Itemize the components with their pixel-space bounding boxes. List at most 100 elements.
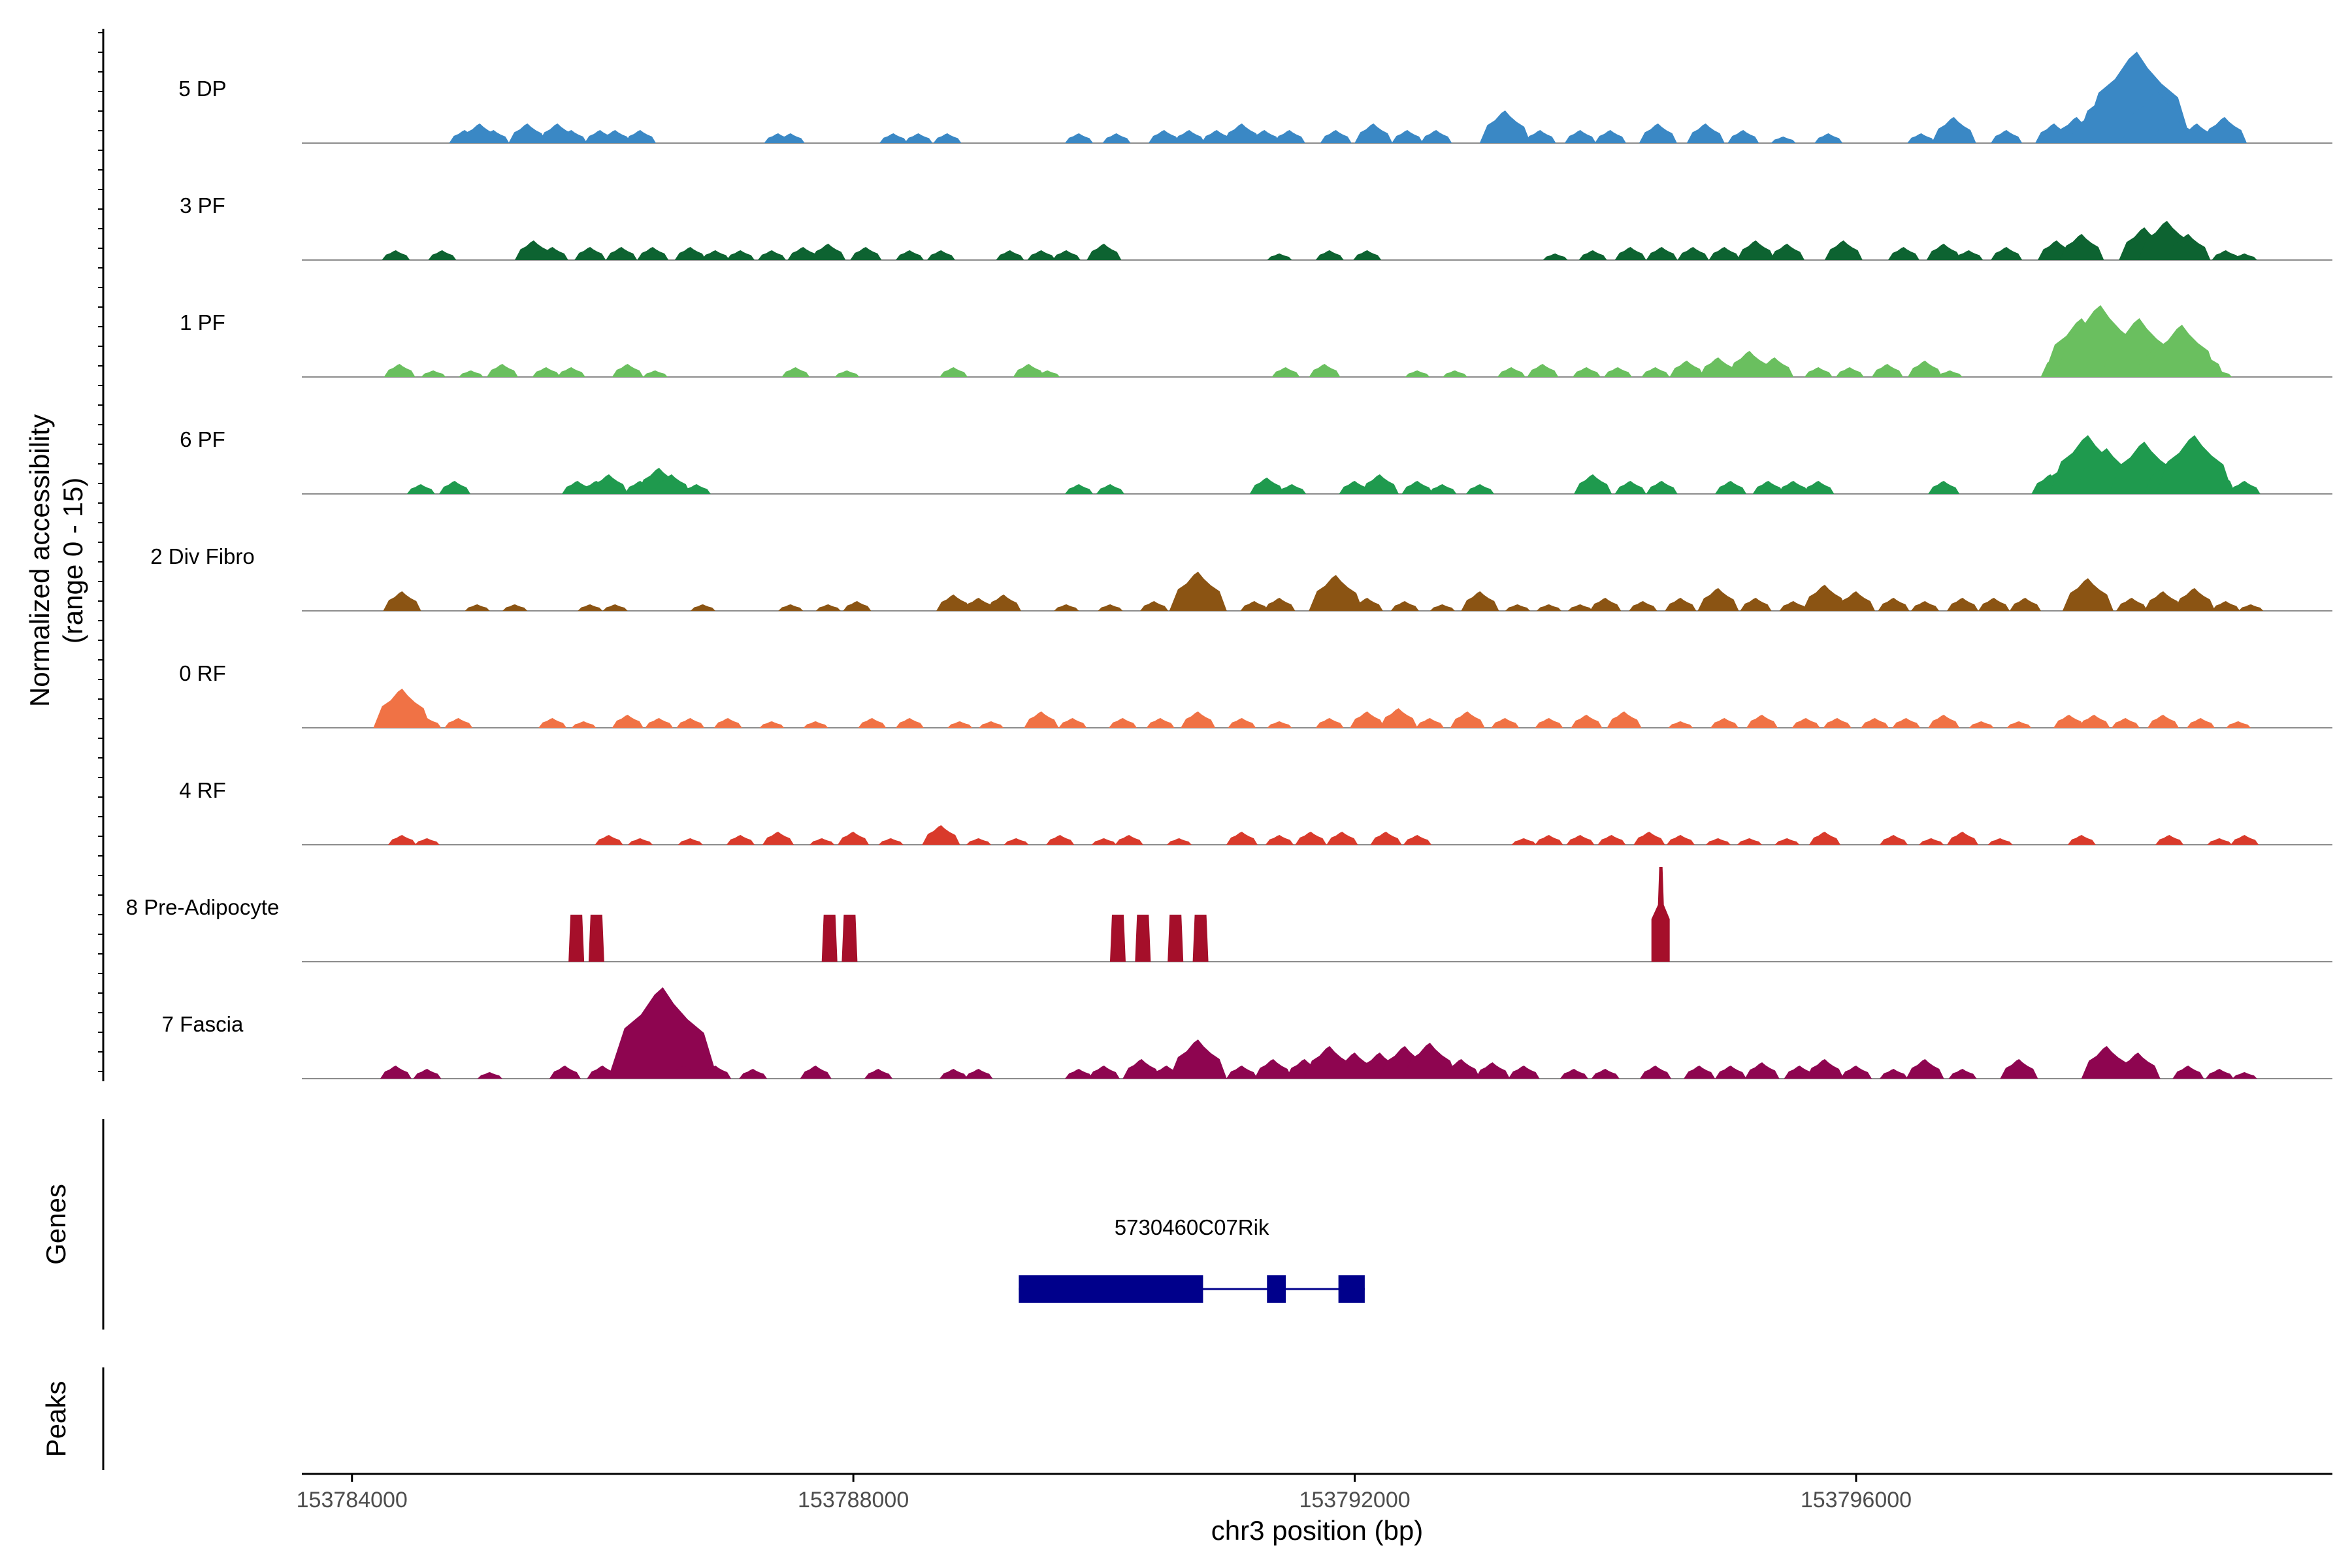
accessibility-peak <box>590 474 629 494</box>
accessibility-peak <box>787 247 819 260</box>
accessibility-peak <box>1511 838 1537 845</box>
accessibility-peak <box>1064 133 1093 143</box>
accessibility-peak <box>1744 1062 1780 1079</box>
accessibility-peak <box>2059 234 2104 260</box>
accessibility-peak <box>947 721 973 728</box>
accessibility-peak <box>1405 370 1430 377</box>
accessibility-peak <box>1928 481 1960 494</box>
accessibility-peak <box>1228 718 1256 728</box>
accessibility-peak <box>421 370 446 377</box>
accessibility-peak <box>1091 838 1117 845</box>
accessibility-peak <box>2006 721 2032 728</box>
x-tick-label: 153784000 <box>297 1488 408 1512</box>
accessibility-peak <box>1607 711 1642 728</box>
accessibility-peak <box>1169 572 1227 611</box>
accessibility-peak <box>1226 1066 1258 1079</box>
accessibility-peak <box>599 130 631 143</box>
accessibility-peak <box>486 364 518 377</box>
accessibility-peak <box>1906 1059 1944 1079</box>
accessibility-peak <box>1947 598 1979 611</box>
genes-panel-label: Genes <box>41 1184 71 1265</box>
accessibility-peak <box>1880 1069 1908 1079</box>
accessibility-peak <box>2232 1072 2257 1079</box>
accessibility-peak <box>1267 253 1292 260</box>
accessibility-peak <box>1392 130 1424 143</box>
accessibility-peak <box>676 718 705 728</box>
accessibility-peak <box>1122 1059 1161 1079</box>
accessibility-peak <box>838 832 870 845</box>
accessibility-peak <box>1566 835 1595 845</box>
accessibility-peak <box>986 595 1021 611</box>
accessibility-peak <box>380 1066 412 1079</box>
y-axis-label-2: (range 0 - 15) <box>57 478 88 644</box>
accessibility-peak <box>2062 578 2114 611</box>
accessibility-peak <box>1564 130 1596 143</box>
genes-label: Genes <box>41 1184 71 1265</box>
accessibility-peak <box>2229 481 2261 494</box>
accessibility-peak <box>382 250 410 260</box>
accessibility-peak <box>1450 711 1485 728</box>
accessibility-peak <box>757 250 786 260</box>
accessibility-peak <box>465 604 490 611</box>
accessibility-peak <box>538 718 567 728</box>
accessibility-peak <box>413 718 442 728</box>
accessibility-peak <box>878 838 904 845</box>
accessibility-peak <box>1543 253 1568 260</box>
accessibility-peak <box>1403 835 1431 845</box>
track-label: 2 Div Fibro <box>150 544 255 568</box>
accessibility-peak <box>1428 484 1457 494</box>
accessibility-peak <box>1715 1066 1747 1079</box>
y-axis-label: Normalized accessibility <box>24 414 55 707</box>
accessibility-peak <box>568 915 585 962</box>
accessibility-peak <box>1267 721 1292 728</box>
accessibility-peak <box>850 247 882 260</box>
accessibility-peak <box>1052 250 1081 260</box>
accessibility-peak <box>2115 1053 2161 1079</box>
accessibility-peak <box>1309 364 1341 377</box>
accessibility-peak <box>1249 478 1284 494</box>
accessibility-peak <box>1098 604 1123 611</box>
y-axis-label-line2: (range 0 - 15) <box>57 478 88 644</box>
accessibility-peak <box>637 247 669 260</box>
track-7: 4 RF <box>179 778 2332 845</box>
gene-model: 5730460C07Rik <box>1019 1215 1365 1303</box>
accessibility-peak <box>1461 591 1499 611</box>
accessibility-peak <box>1590 598 1622 611</box>
accessibility-peak <box>2067 835 2096 845</box>
accessibility-peak <box>1390 601 1419 611</box>
accessibility-peak <box>809 838 835 845</box>
accessibility-peak <box>1278 484 1307 494</box>
track-3: 1 PF <box>180 305 2332 378</box>
accessibility-peak <box>652 474 691 494</box>
accessibility-peak <box>2238 604 2264 611</box>
accessibility-peak <box>1140 601 1169 611</box>
accessibility-peak <box>1004 838 1029 845</box>
accessibility-peak <box>1350 711 1385 728</box>
accessibility-peak <box>926 250 955 260</box>
accessibility-peak <box>1240 601 1269 611</box>
accessibility-peak <box>843 601 872 611</box>
accessibility-peak <box>1096 484 1124 494</box>
accessibility-peak <box>2230 835 2259 845</box>
accessibility-peak <box>1578 250 1607 260</box>
accessibility-peak <box>1835 367 1864 377</box>
accessibility-peak <box>1779 601 1808 611</box>
accessibility-peak <box>1102 133 1131 143</box>
accessibility-peak <box>1727 130 1759 143</box>
peaks-panel-label: Peaks <box>41 1381 71 1458</box>
accessibility-peak <box>1715 481 1747 494</box>
accessibility-peak <box>1814 133 1843 143</box>
accessibility-peak <box>2202 117 2247 143</box>
accessibility-tracks: 5 DP 3 PF 1 PF 6 PF 2 Div Fibro 0 RF 4 RF 8 Pre… <box>126 52 2332 1079</box>
accessibility-peak <box>821 915 838 962</box>
accessibility-peak <box>1403 1043 1458 1079</box>
accessibility-peak <box>532 367 561 377</box>
accessibility-peak <box>1991 130 2023 143</box>
accessibility-peak <box>1614 481 1646 494</box>
accessibility-peak <box>668 1066 700 1079</box>
accessibility-peak <box>1271 367 1300 377</box>
accessibility-peak <box>996 250 1024 260</box>
accessibility-peak <box>1315 718 1344 728</box>
accessibility-peak <box>713 718 742 728</box>
